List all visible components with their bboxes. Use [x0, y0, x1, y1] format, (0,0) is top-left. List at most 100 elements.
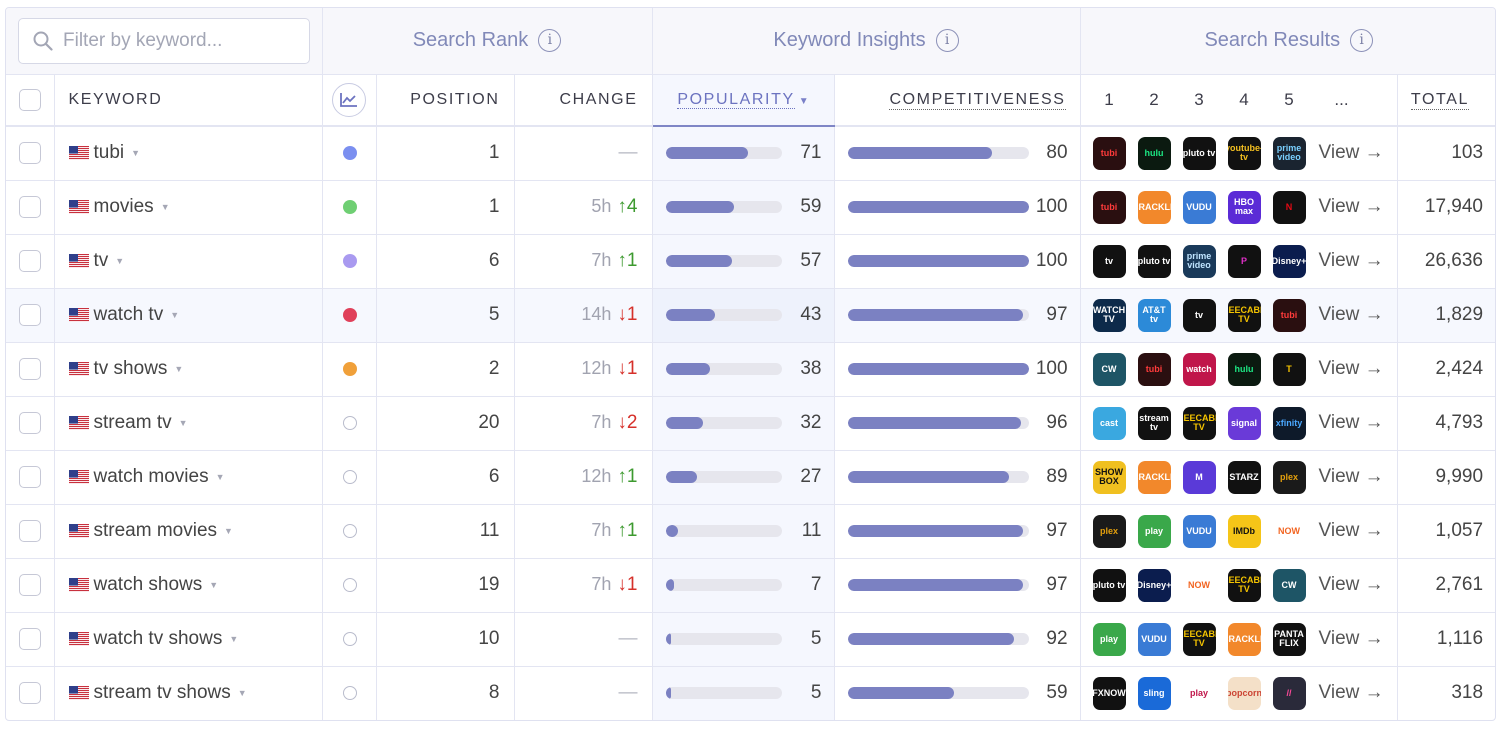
table-row[interactable]: tv ▼ 6 7h ↑1 57 100 tv pluto tv prime video P Disne…: [6, 234, 1495, 289]
series-toggle-dot[interactable]: [342, 416, 357, 430]
app-icon[interactable]: play: [1182, 676, 1216, 710]
app-icon[interactable]: AT&T tv: [1137, 298, 1171, 332]
info-icon[interactable]: i: [935, 29, 959, 53]
app-icon[interactable]: M: [1182, 460, 1216, 494]
position-header[interactable]: POSITION: [376, 74, 515, 127]
keyword-cell[interactable]: stream movies ▼: [54, 504, 323, 559]
row-checkbox[interactable]: [18, 682, 41, 705]
app-icon[interactable]: plex: [1272, 460, 1306, 494]
keyword-cell[interactable]: stream tv ▼: [54, 396, 323, 451]
chevron-down-icon[interactable]: ▼: [160, 202, 170, 212]
app-icon[interactable]: watch: [1182, 352, 1216, 386]
row-checkbox[interactable]: [18, 466, 41, 488]
app-icon[interactable]: CW: [1272, 568, 1306, 602]
app-icon[interactable]: CRACKLE: [1137, 190, 1171, 224]
app-icon[interactable]: prime video: [1272, 136, 1306, 170]
keyword-cell[interactable]: watch tv ▼: [54, 288, 323, 343]
app-icon[interactable]: plex: [1092, 514, 1126, 548]
series-toggle-dot[interactable]: [342, 686, 357, 701]
app-icon[interactable]: pluto tv: [1137, 244, 1171, 278]
keyword-cell[interactable]: stream tv shows ▼: [54, 666, 323, 720]
app-icon[interactable]: NOW: [1182, 568, 1216, 602]
table-row[interactable]: stream tv shows ▼ 8 — 5 59 FXNOW sling play popco…: [6, 666, 1495, 720]
table-row[interactable]: stream movies ▼ 11 7h ↑1 11 97 plex play VUDU IMDb…: [6, 504, 1495, 559]
app-icon[interactable]: tv: [1182, 298, 1216, 332]
keyword-cell[interactable]: watch tv shows ▼: [54, 612, 323, 667]
app-icon[interactable]: xfinity: [1272, 406, 1306, 440]
app-icon[interactable]: prime video: [1182, 244, 1216, 278]
app-icon[interactable]: tubi: [1272, 298, 1306, 332]
view-results-link[interactable]: View →: [1318, 682, 1384, 704]
row-checkbox[interactable]: [18, 142, 41, 165]
chevron-down-icon[interactable]: ▼: [170, 310, 180, 320]
row-checkbox[interactable]: [18, 250, 41, 272]
keyword-cell[interactable]: tv shows ▼: [54, 342, 323, 397]
chevron-down-icon[interactable]: ▼: [178, 418, 188, 428]
app-icon[interactable]: pluto tv: [1092, 568, 1126, 602]
competitiveness-header[interactable]: COMPETITIVENESS: [834, 74, 1081, 127]
change-header[interactable]: CHANGE: [514, 74, 653, 127]
app-icon[interactable]: T: [1272, 352, 1306, 386]
keyword-cell[interactable]: movies ▼: [54, 180, 323, 235]
info-icon[interactable]: i: [538, 29, 562, 53]
app-icon[interactable]: FXNOW: [1092, 676, 1126, 710]
chevron-down-icon[interactable]: ▼: [215, 472, 225, 482]
view-results-link[interactable]: View →: [1318, 628, 1384, 649]
view-results-link[interactable]: View →: [1318, 520, 1384, 541]
chevron-down-icon[interactable]: ▼: [229, 634, 239, 644]
app-icon[interactable]: Disney+: [1137, 568, 1171, 602]
view-results-link[interactable]: View →: [1318, 250, 1384, 271]
app-icon[interactable]: IMDb: [1227, 514, 1261, 548]
chevron-down-icon[interactable]: ▼: [224, 526, 233, 536]
keyword-cell[interactable]: tubi ▼: [54, 126, 323, 181]
app-icon[interactable]: HBO max: [1227, 190, 1261, 224]
keyword-cell[interactable]: tv ▼: [54, 234, 323, 289]
chart-toggle-button[interactable]: [332, 82, 366, 117]
row-checkbox[interactable]: [18, 628, 41, 650]
row-checkbox[interactable]: [18, 358, 41, 380]
row-checkbox[interactable]: [18, 196, 41, 218]
row-checkbox[interactable]: [18, 304, 41, 326]
app-icon[interactable]: VUDU: [1137, 622, 1171, 656]
app-icon[interactable]: tubi: [1092, 190, 1126, 224]
app-icon[interactable]: N: [1272, 190, 1306, 224]
row-checkbox[interactable]: [18, 520, 41, 542]
app-icon[interactable]: cast: [1092, 406, 1126, 440]
app-icon[interactable]: CW: [1092, 352, 1126, 386]
select-all-checkbox[interactable]: [18, 88, 41, 111]
series-color-dot[interactable]: [342, 308, 357, 322]
app-icon[interactable]: tv: [1092, 244, 1126, 278]
view-results-link[interactable]: View →: [1318, 358, 1384, 379]
app-icon[interactable]: CRACKLE: [1227, 622, 1261, 656]
search-box[interactable]: [18, 17, 310, 64]
series-color-dot[interactable]: [342, 146, 357, 161]
keyword-header[interactable]: KEYWORD: [54, 74, 323, 127]
app-icon[interactable]: hulu: [1227, 352, 1261, 386]
app-icon[interactable]: VUDU: [1182, 514, 1216, 548]
view-results-link[interactable]: View →: [1318, 196, 1384, 217]
app-icon[interactable]: //: [1272, 676, 1306, 710]
app-icon[interactable]: tubi: [1137, 352, 1171, 386]
popularity-header[interactable]: POPULARITY ▼: [652, 74, 835, 127]
app-icon[interactable]: FREECABLE TV: [1227, 298, 1261, 332]
app-icon[interactable]: FREECABLE TV: [1182, 406, 1216, 440]
view-results-link[interactable]: View →: [1318, 574, 1384, 595]
total-header[interactable]: TOTAL: [1397, 74, 1495, 127]
app-icon[interactable]: Disney+: [1272, 244, 1306, 278]
chevron-down-icon[interactable]: ▼: [115, 256, 125, 266]
info-icon[interactable]: i: [1350, 29, 1374, 53]
view-results-link[interactable]: View →: [1318, 412, 1384, 433]
row-checkbox[interactable]: [18, 412, 41, 434]
table-row[interactable]: tubi ▼ 1 — 71 80 tubi hulu pluto tv youtube-tv pri…: [6, 126, 1495, 181]
row-checkbox[interactable]: [18, 574, 41, 596]
app-icon[interactable]: FREECABLE TV: [1227, 568, 1261, 602]
series-toggle-dot[interactable]: [342, 470, 357, 484]
app-icon[interactable]: signal: [1227, 406, 1261, 440]
table-row[interactable]: movies▼15h↑459100tubiCRACKLEVUDUHBO maxN…: [6, 180, 1495, 235]
app-icon[interactable]: play: [1092, 622, 1126, 656]
app-icon[interactable]: sling: [1137, 676, 1171, 710]
table-row[interactable]: watch tv shows ▼ 10 — 5 92 play VUDU FREECABLE T…: [6, 612, 1495, 667]
series-color-dot[interactable]: [342, 362, 357, 376]
